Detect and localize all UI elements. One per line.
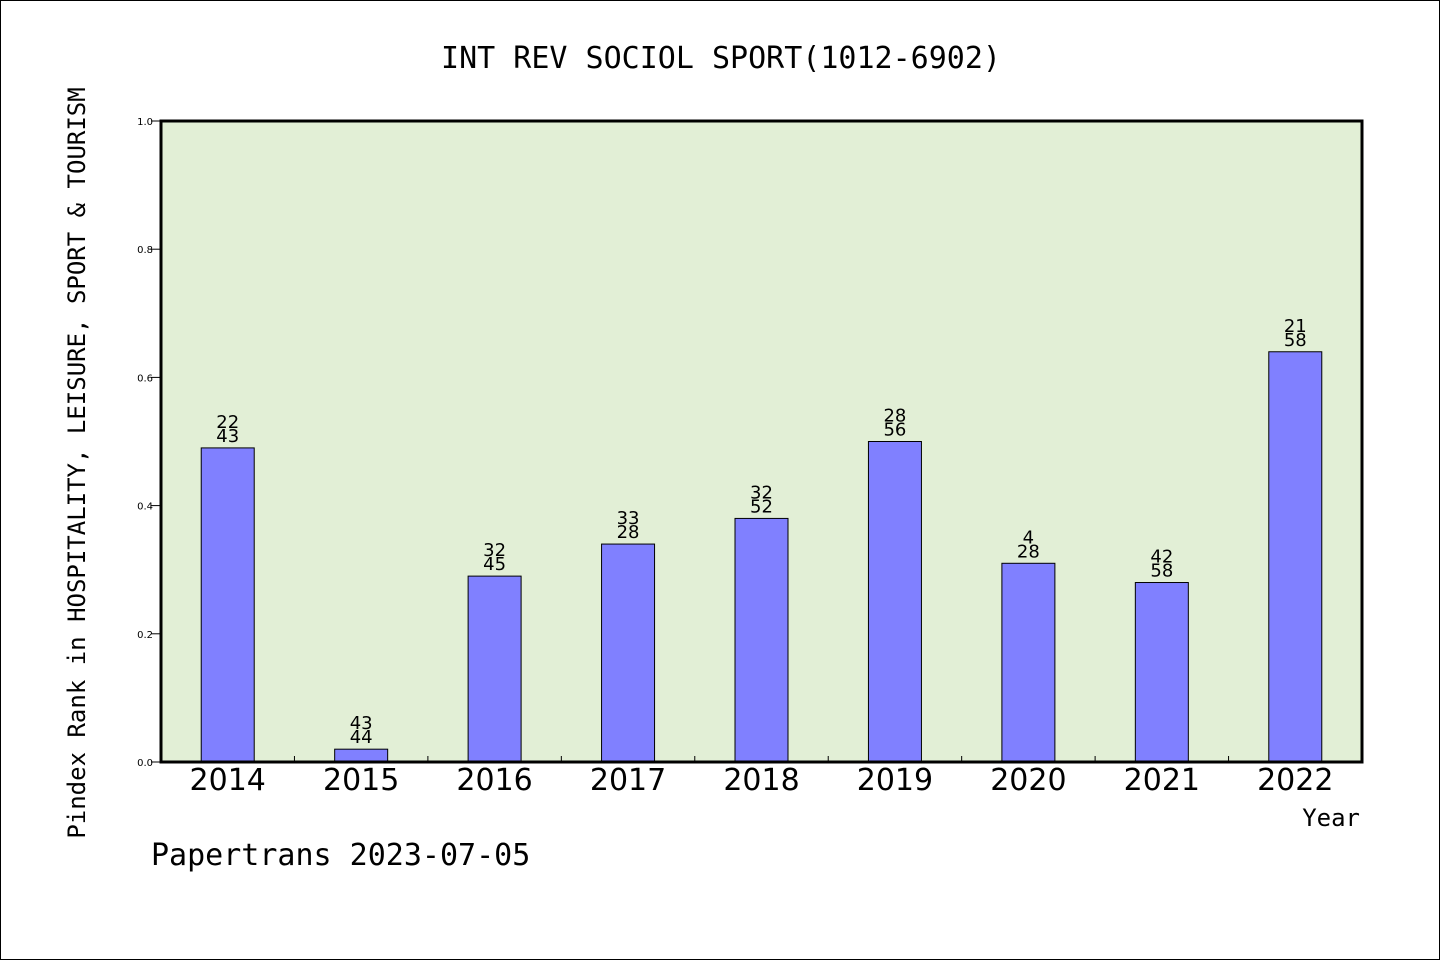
chart-title: INT REV SOCIOL SPORT(1012-6902) [441,41,1001,76]
data-label-top-2020: 4 [1023,527,1034,548]
bar-2015 [334,748,389,763]
y-tick-label: 0.8 [137,245,153,256]
x-ticks-group: 2014 2015 2016 2017 2018 2019 2020 2021 2022 [190,756,1333,798]
x-tick-label-2019: 2019 [857,763,933,798]
data-label-top-2014: 22 [216,412,239,433]
x-tick-label-2018: 2018 [723,763,799,798]
y-tick-label: 0.6 [137,373,153,384]
x-tick-label-2014: 2014 [190,763,266,798]
y-tick-label: 0.2 [137,630,153,641]
bar-2017 [601,543,656,763]
bar-2014 [200,447,255,763]
bar-2016 [467,575,522,763]
data-label-bottom-2015: 44 [350,727,373,748]
bars-group [200,351,1323,763]
data-label-top-2018: 32 [750,482,773,503]
x-tick-label-2017: 2017 [590,763,666,798]
data-label-bottom-2014: 43 [216,426,239,447]
x-tick-label-2021: 2021 [1124,763,1200,798]
data-label-top-2017: 33 [617,508,640,529]
data-label-top-2015: 43 [350,713,373,734]
plot-frame [159,119,1364,764]
y-ticks-group: 0.0 0.2 0.4 0.6 0.8 1.0 [137,117,161,769]
data-label-bottom-2018: 52 [750,496,773,517]
x-axis-label: Year [1302,804,1360,832]
data-label-bottom-2016: 45 [483,554,506,575]
data-label-top-2016: 32 [483,540,506,561]
bar-2020 [1001,562,1056,763]
x-tick-label-2016: 2016 [456,763,532,798]
data-label-bottom-2017: 28 [617,522,640,543]
data-label-bottom-2022: 58 [1284,330,1307,351]
bar-2018 [734,517,789,763]
data-label-bottom-2020: 28 [1017,541,1040,562]
x-tick-label-2020: 2020 [990,763,1066,798]
bar-2021 [1134,582,1189,763]
x-tick-label-2015: 2015 [323,763,399,798]
bar-2019 [867,441,922,763]
x-tick-label-2022: 2022 [1257,763,1333,798]
y-axis-label: Pindex Rank in HOSPITALITY, LEISURE, SPO… [63,87,91,838]
data-label-top-2022: 21 [1284,316,1307,337]
data-label-top-2019: 28 [883,406,906,427]
y-tick-label: 1.0 [137,117,153,128]
data-label-bottom-2021: 58 [1150,561,1173,582]
bar-2022 [1268,351,1323,763]
data-label-top-2021: 42 [1150,547,1173,568]
y-tick-label: 0.4 [137,502,153,513]
y-tick-label: 0.0 [137,758,153,769]
footer-credit: Papertrans 2023-07-05 [151,838,530,873]
data-label-bottom-2019: 56 [883,420,906,441]
